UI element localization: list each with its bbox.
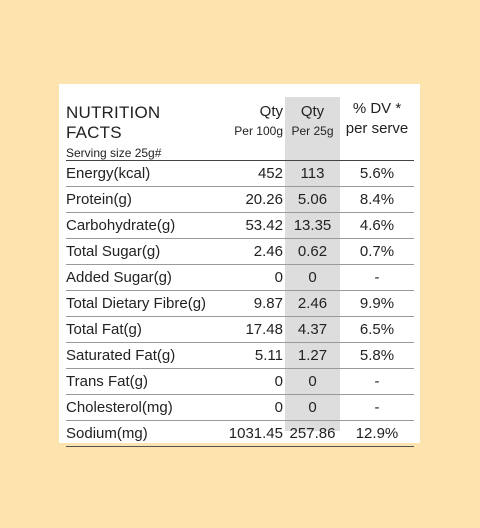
- qty-per-25g: 0: [285, 264, 340, 291]
- qty-per-25g: 4.37: [285, 316, 340, 343]
- qty-per-25g: 113: [285, 160, 340, 187]
- daily-value: 5.6%: [340, 160, 414, 187]
- daily-value: 12.9%: [340, 420, 414, 447]
- col1-title: Qty: [259, 103, 283, 120]
- table-row: Total Fat(g) 17.48 4.37 6.5%: [66, 316, 414, 343]
- qty-per-25g: 2.46: [285, 290, 340, 317]
- serving-size: Serving size 25g#: [66, 146, 162, 160]
- daily-value: -: [340, 264, 414, 291]
- qty-per-100g: 0: [215, 394, 285, 421]
- col3-title: % DV *: [352, 100, 402, 117]
- daily-value: -: [340, 394, 414, 421]
- nutrient-name: Carbohydrate(g): [66, 212, 215, 239]
- table-header-row: NUTRITION FACTS Serving size 25g# Qty Pe…: [66, 97, 414, 161]
- qty-per-100g: 5.11: [215, 342, 285, 369]
- nutrient-name: Sodium(mg): [66, 420, 215, 447]
- nutrient-name: Energy(kcal): [66, 160, 215, 187]
- qty-per-100g: 9.87: [215, 290, 285, 317]
- daily-value: 5.8%: [340, 342, 414, 369]
- table-row: Carbohydrate(g) 53.42 13.35 4.6%: [66, 212, 414, 239]
- table-row: Added Sugar(g) 0 0 -: [66, 264, 414, 291]
- qty-per-100g: 452: [215, 160, 285, 187]
- qty-per-100g: 1031.45: [215, 420, 285, 447]
- nutrition-facts-table: NUTRITION FACTS Serving size 25g# Qty Pe…: [66, 97, 414, 447]
- qty-per-25g: 1.27: [285, 342, 340, 369]
- nutrient-name: Added Sugar(g): [66, 264, 215, 291]
- header-dv: % DV * per serve: [340, 97, 414, 161]
- qty-per-100g: 2.46: [215, 238, 285, 265]
- table-row: Cholesterol(mg) 0 0 -: [66, 394, 414, 421]
- qty-per-100g: 17.48: [215, 316, 285, 343]
- header-title-cell: NUTRITION FACTS Serving size 25g#: [66, 97, 215, 161]
- qty-per-100g: 0: [215, 368, 285, 395]
- qty-per-100g: 0: [215, 264, 285, 291]
- table-row: Protein(g) 20.26 5.06 8.4%: [66, 186, 414, 213]
- qty-per-25g: 0.62: [285, 238, 340, 265]
- daily-value: 0.7%: [340, 238, 414, 265]
- col1-subtitle: Per 100g: [234, 124, 283, 138]
- nutrient-name: Protein(g): [66, 186, 215, 213]
- daily-value: 9.9%: [340, 290, 414, 317]
- col3-subtitle: per serve: [345, 120, 409, 137]
- qty-per-25g: 5.06: [285, 186, 340, 213]
- qty-per-25g: 257.86: [285, 420, 340, 447]
- col2-title: Qty: [300, 103, 325, 120]
- daily-value: 6.5%: [340, 316, 414, 343]
- qty-per-25g: 0: [285, 394, 340, 421]
- table-title: NUTRITION FACTS: [66, 103, 161, 142]
- table-row: Saturated Fat(g) 5.11 1.27 5.8%: [66, 342, 414, 369]
- table-row: Total Sugar(g) 2.46 0.62 0.7%: [66, 238, 414, 265]
- daily-value: -: [340, 368, 414, 395]
- qty-per-25g: 0: [285, 368, 340, 395]
- table-row: Sodium(mg) 1031.45 257.86 12.9%: [66, 420, 414, 447]
- header-per100g: Qty Per 100g: [215, 97, 285, 161]
- table-row: Total Dietary Fibre(g) 9.87 2.46 9.9%: [66, 290, 414, 317]
- header-per25g: Qty Per 25g: [285, 97, 340, 161]
- nutrient-name: Trans Fat(g): [66, 368, 215, 395]
- nutrient-name: Cholesterol(mg): [66, 394, 215, 421]
- nutrient-name: Saturated Fat(g): [66, 342, 215, 369]
- qty-per-25g: 13.35: [285, 212, 340, 239]
- qty-per-100g: 20.26: [215, 186, 285, 213]
- nutrient-name: Total Dietary Fibre(g): [66, 290, 215, 317]
- nutrient-name: Total Sugar(g): [66, 238, 215, 265]
- daily-value: 4.6%: [340, 212, 414, 239]
- nutrient-name: Total Fat(g): [66, 316, 215, 343]
- table-row: Trans Fat(g) 0 0 -: [66, 368, 414, 395]
- daily-value: 8.4%: [340, 186, 414, 213]
- col2-subtitle: Per 25g: [291, 124, 334, 138]
- qty-per-100g: 53.42: [215, 212, 285, 239]
- table-row: Energy(kcal) 452 113 5.6%: [66, 160, 414, 187]
